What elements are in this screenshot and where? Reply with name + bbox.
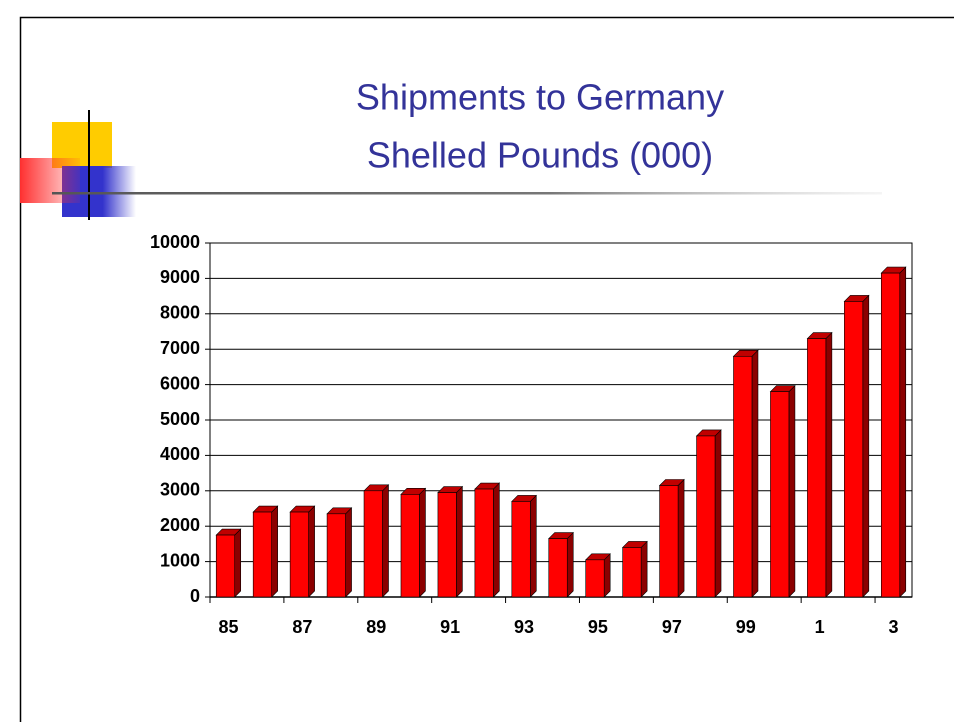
bar	[437, 492, 457, 598]
bar-side	[566, 531, 574, 598]
y-tick-label: 7000	[160, 338, 200, 358]
y-tick-label: 5000	[160, 409, 200, 429]
chart-title: Shipments to Germany	[356, 77, 724, 118]
deco-hline	[52, 192, 882, 195]
bar	[585, 559, 605, 598]
x-tick-label: 93	[514, 617, 534, 637]
x-tick-label: 89	[366, 617, 386, 637]
bar-side	[271, 505, 278, 598]
x-tick-label: 91	[440, 617, 460, 637]
x-tick-label: 85	[218, 617, 238, 637]
bar	[289, 511, 309, 598]
x-tick-label: 97	[662, 617, 682, 637]
x-tick-label: 95	[588, 617, 608, 637]
deco-red	[20, 158, 80, 203]
bar-side	[640, 540, 648, 598]
bar	[400, 494, 420, 598]
bar-side	[751, 349, 759, 598]
bar	[807, 338, 827, 598]
x-tick-label: 99	[736, 617, 756, 637]
x-tick-label: 1	[815, 617, 825, 637]
bar-side	[493, 482, 500, 598]
bar-side	[862, 294, 870, 598]
bar	[733, 355, 753, 598]
chart-subtitle: Shelled Pounds (000)	[367, 135, 713, 176]
bar	[659, 485, 679, 598]
bar-side	[234, 528, 242, 598]
bar-side	[345, 507, 352, 598]
bar-side	[382, 484, 389, 598]
y-tick-label: 1000	[160, 550, 200, 570]
bar	[770, 391, 790, 598]
bar	[252, 511, 272, 598]
bar-side	[308, 505, 315, 598]
slide-border	[19, 16, 954, 722]
bar-side	[714, 429, 722, 598]
bar	[215, 534, 236, 598]
y-tick-label: 8000	[160, 303, 200, 323]
y-tick-label: 0	[190, 586, 200, 606]
bar	[622, 547, 642, 598]
bar-side	[603, 553, 611, 598]
bar-side	[825, 331, 833, 598]
bar	[548, 538, 568, 598]
bar	[326, 513, 346, 598]
y-tick-label: 2000	[160, 515, 200, 535]
bar	[474, 488, 494, 598]
y-tick-label: 9000	[160, 267, 200, 287]
x-tick-label: 3	[889, 617, 899, 637]
bar-side	[899, 266, 907, 598]
bar-side	[788, 384, 796, 598]
bar-side	[529, 494, 537, 598]
bar-side	[419, 487, 426, 598]
bar	[696, 435, 716, 598]
bar	[363, 490, 383, 598]
bar	[844, 301, 864, 598]
bar	[880, 272, 901, 598]
x-tick-label: 87	[292, 617, 312, 637]
bar	[511, 501, 531, 598]
y-tick-label: 6000	[160, 373, 200, 393]
bar-side	[677, 478, 685, 598]
y-tick-label: 3000	[160, 480, 200, 500]
y-tick-label: 4000	[160, 444, 200, 464]
y-tick-label: 10000	[150, 232, 200, 252]
bar-side	[456, 485, 463, 598]
